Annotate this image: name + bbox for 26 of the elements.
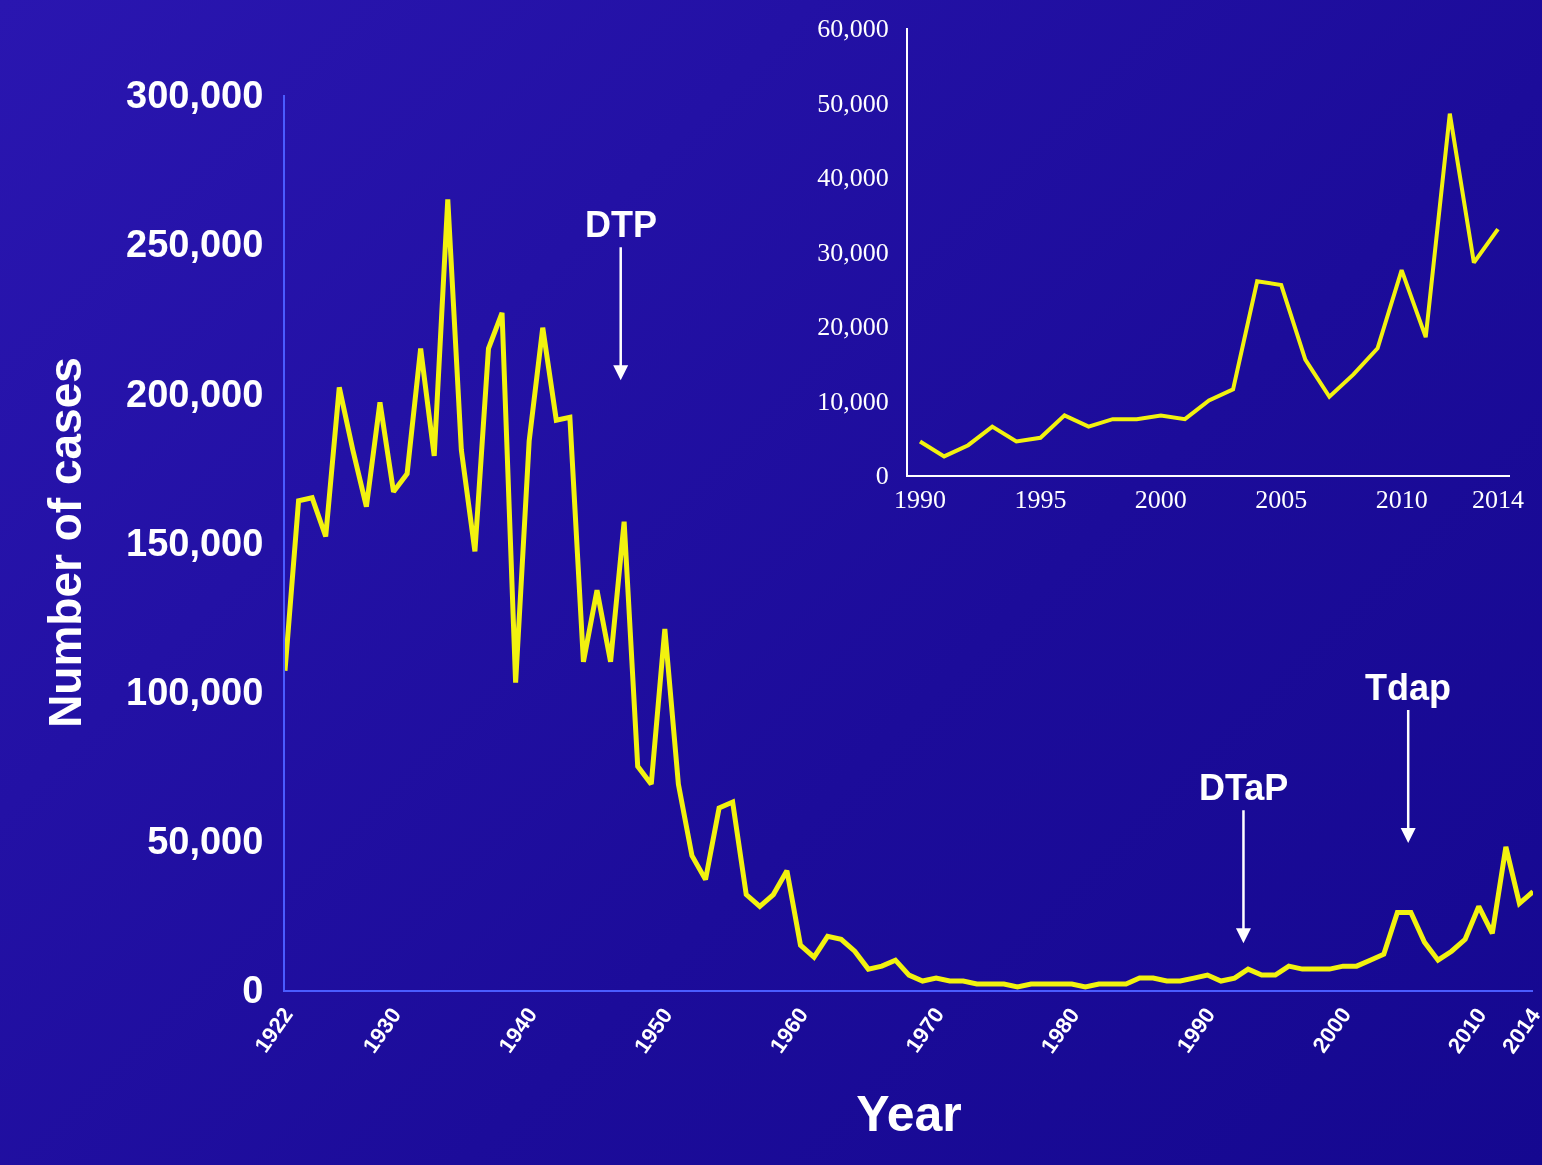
y-tick-label: 10,000 (817, 386, 889, 416)
line-series (918, 111, 1500, 459)
y-tick-label: 0 (242, 969, 264, 1012)
annotation: DTaP (1199, 767, 1289, 808)
x-tick-label: 2014 (1471, 485, 1524, 515)
x-tick-label: 2005 (1255, 485, 1308, 515)
x-tick-label: 2010 (1375, 485, 1428, 515)
y-tick-label: 200,000 (126, 372, 264, 415)
annotation: Tdap (1365, 667, 1451, 708)
y-axis-title: Number of cases (38, 357, 91, 728)
x-tick-label: 1995 (1014, 485, 1067, 515)
y-tick-label: 60,000 (817, 14, 889, 44)
x-tick-label: 1990 (894, 485, 947, 515)
y-tick-label: 20,000 (817, 312, 889, 342)
x-tick-label: 2000 (1134, 485, 1187, 515)
y-tick-label: 150,000 (126, 521, 264, 564)
y-tick-label: 100,000 (126, 670, 264, 713)
y-tick-label: 30,000 (817, 237, 889, 267)
annotation: DTP (585, 204, 657, 245)
y-tick-label: 40,000 (817, 163, 889, 193)
x-axis-title: Year (856, 1086, 962, 1142)
y-tick-label: 50,000 (817, 88, 889, 118)
y-tick-label: 250,000 (126, 223, 264, 266)
y-tick-label: 0 (875, 461, 889, 491)
y-tick-label: 300,000 (126, 74, 264, 117)
y-tick-label: 50,000 (147, 820, 264, 863)
